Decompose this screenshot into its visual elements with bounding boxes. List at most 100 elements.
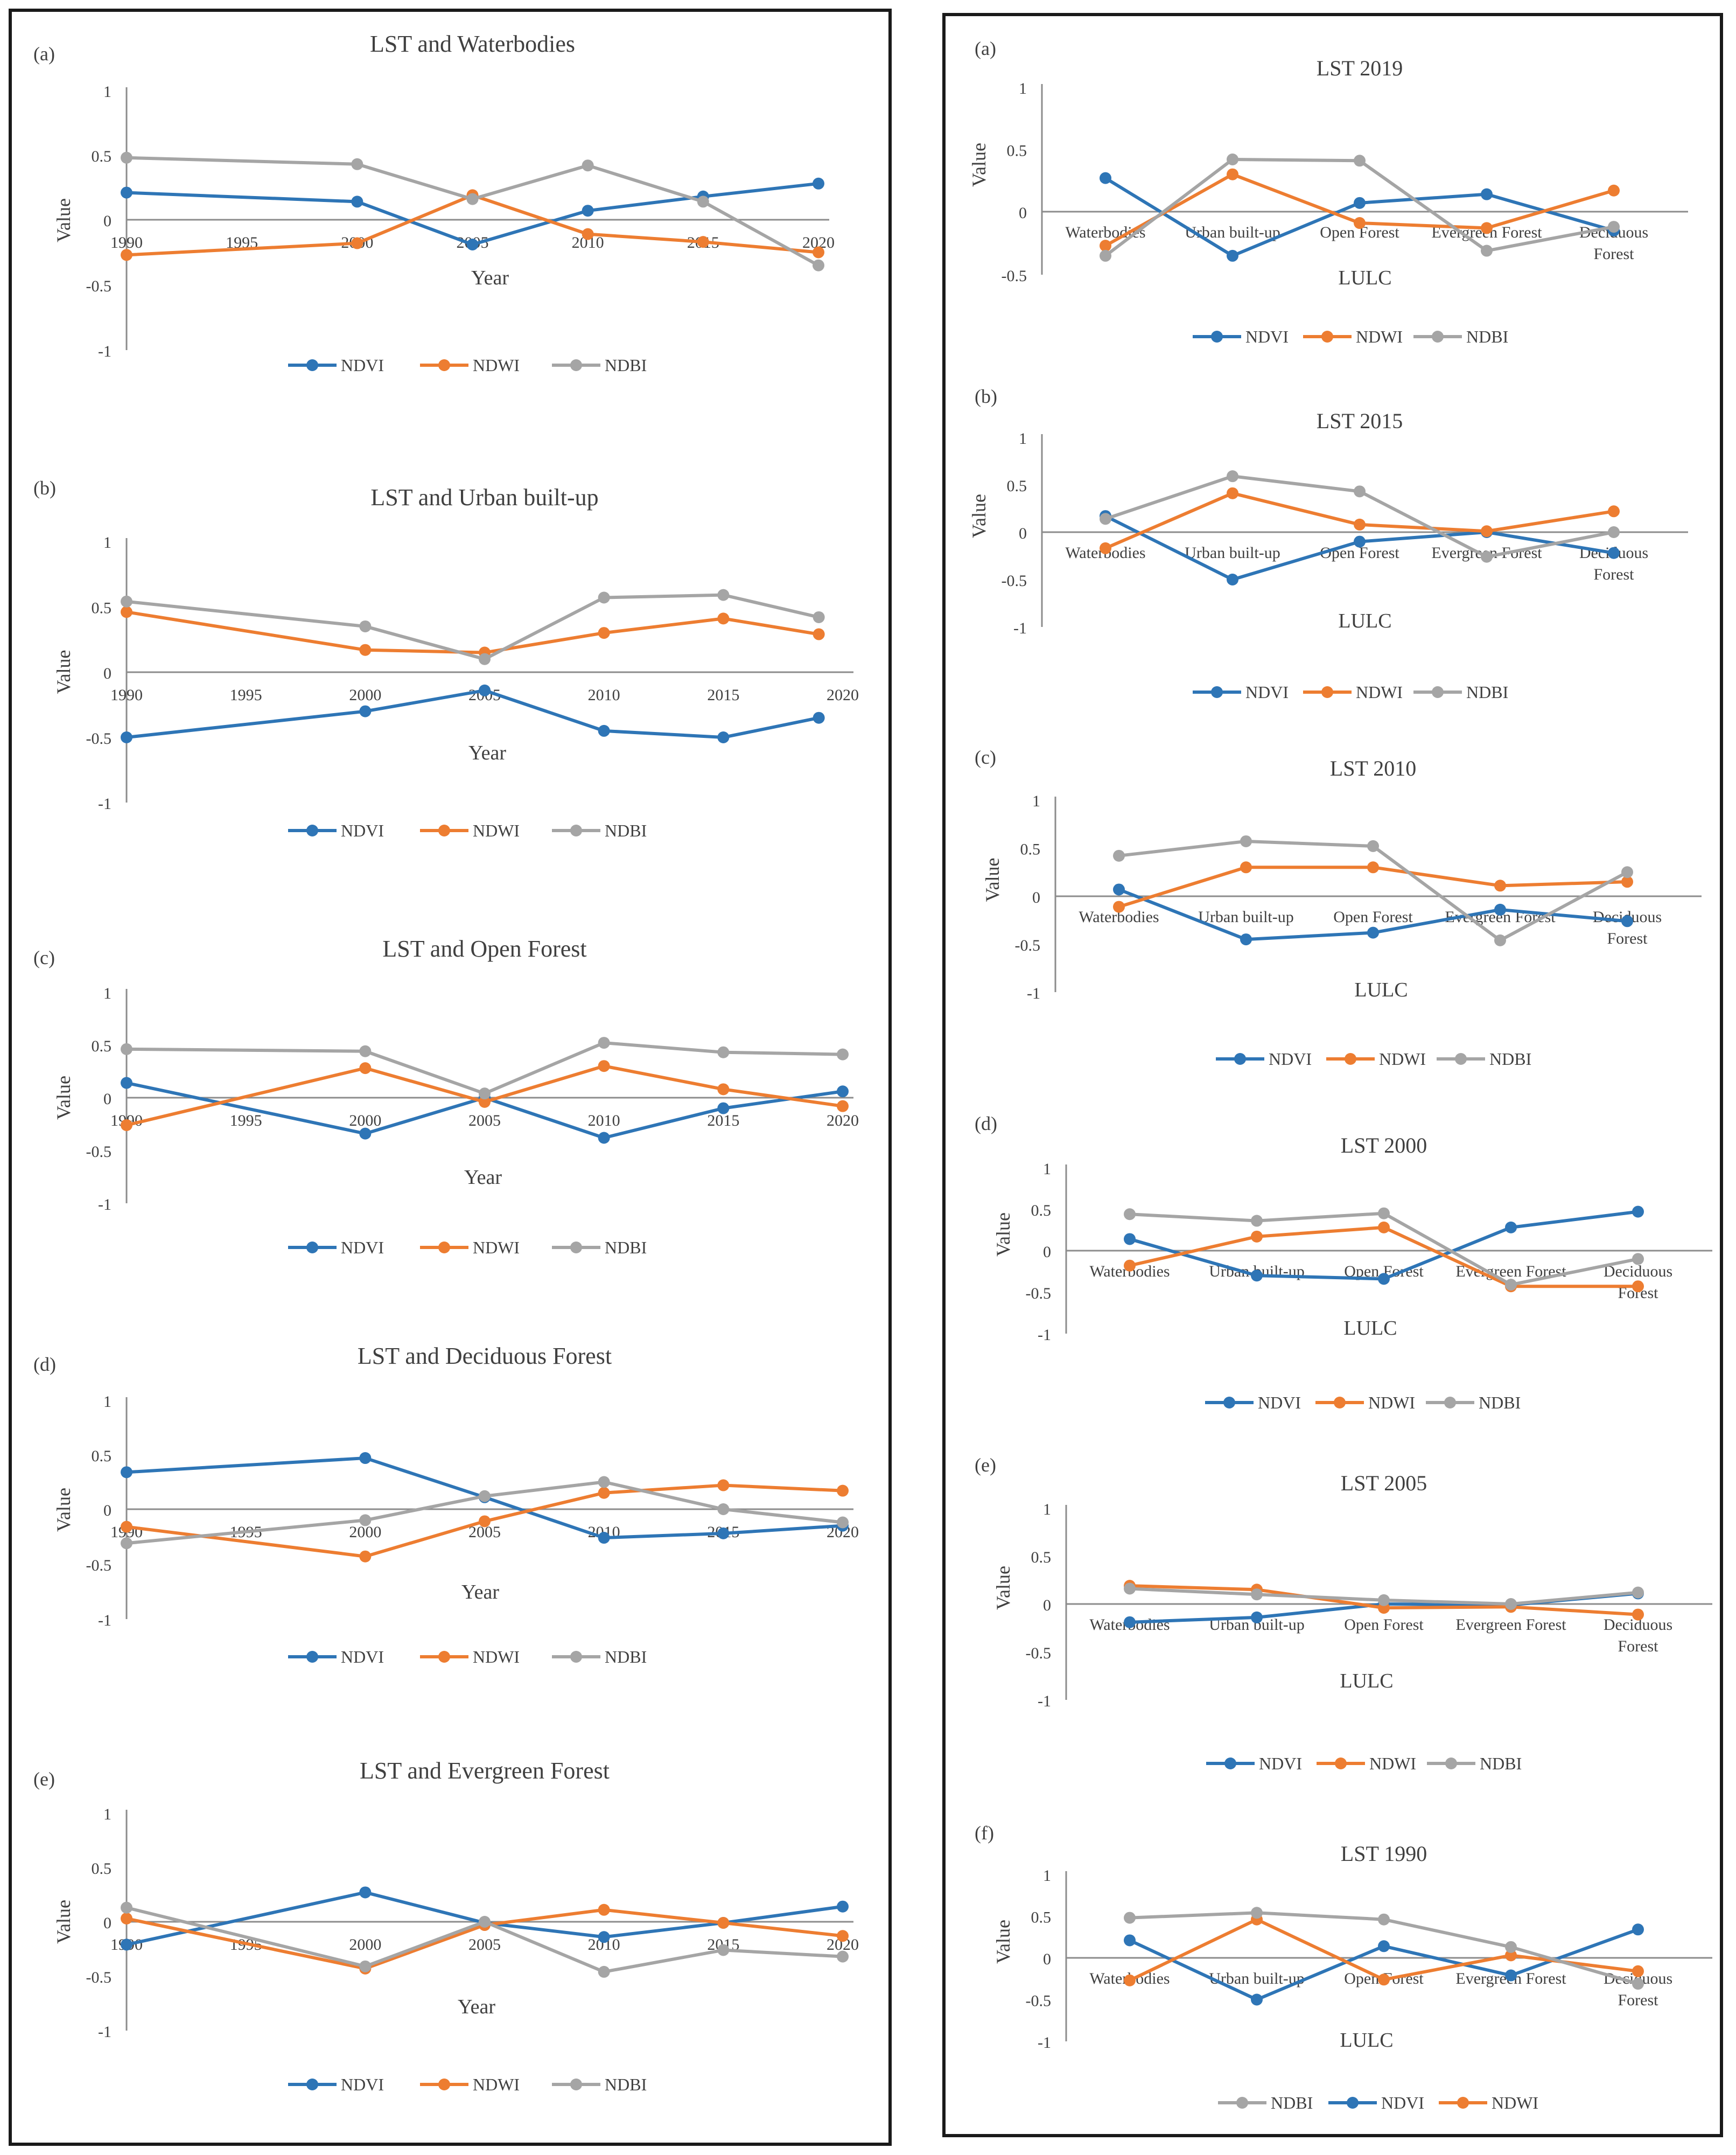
chart-title: LST 2010 (1330, 756, 1416, 780)
legend-label: NDBI (1466, 682, 1508, 702)
data-point-ndbi (1505, 1941, 1517, 1953)
y-tick-label: 1 (103, 1805, 111, 1823)
legend-item-ndbi: NDBI (552, 1238, 647, 1257)
data-point-ndbi (1227, 153, 1238, 165)
panel-label: (c) (33, 947, 55, 968)
data-point-ndbi (582, 159, 594, 172)
y-tick-label: 0.5 (1007, 142, 1027, 160)
legend-label: NDVI (1269, 1049, 1312, 1069)
data-point-ndbi (1494, 934, 1506, 946)
y-tick-label: -0.5 (1026, 1285, 1052, 1302)
data-point-ndvi (1251, 1993, 1263, 2006)
x-tick-label: 2020 (827, 686, 859, 704)
y-tick-label: 0 (103, 1502, 111, 1519)
series-line-ndbi (126, 1041, 843, 1096)
legend-label: NDWI (1369, 1754, 1416, 1773)
legend-swatch-marker (1347, 2097, 1359, 2109)
legend-label: NDVI (341, 1238, 384, 1257)
series-line-ndwi (126, 610, 820, 654)
x-tick-label: Urban built-up (1198, 908, 1293, 926)
legend-swatch-marker (1444, 1397, 1456, 1408)
data-point-ndvi (813, 712, 825, 724)
chart-2: (b) LST and Urban built-up 1 0.5 0 -0.5 -1 Valu… (33, 477, 859, 840)
legend-label: NDWI (1492, 2093, 1538, 2112)
y-tick-label: 0 (103, 1090, 111, 1108)
y-axis-title: Value (992, 1566, 1014, 1610)
x-axis-title: LULC (1340, 2029, 1393, 2052)
legend-swatch-marker (438, 825, 450, 836)
legend-item-ndbi: NDBI (1218, 2093, 1313, 2112)
data-point-ndbi (1354, 485, 1366, 498)
legend-swatch-marker (1236, 2097, 1248, 2109)
legend-label: NDWI (473, 1238, 520, 1257)
data-point-ndwi (598, 627, 610, 639)
y-tick-label: -0.5 (86, 277, 112, 295)
legend-label: NDBI (1271, 2093, 1313, 2112)
legend-item-ndwi: NDWI (1439, 2093, 1538, 2112)
y-tick-label: -0.5 (86, 730, 112, 748)
data-point-ndvi (1378, 1273, 1390, 1285)
data-point-ndvi (121, 731, 132, 743)
data-point-ndvi (1124, 1233, 1136, 1245)
y-tick-label: 0.5 (1031, 1909, 1052, 1927)
x-tick-label: Forest (1618, 1637, 1659, 1655)
x-axis-title: Year (464, 1166, 502, 1189)
data-point-ndwi (598, 1487, 610, 1499)
data-point-ndwi (1632, 1280, 1644, 1293)
y-tick-label: 0 (1019, 204, 1027, 222)
data-point-ndwi (1100, 240, 1111, 252)
y-tick-label: 0.5 (92, 1037, 112, 1055)
legend-swatch-marker (570, 359, 582, 371)
legend-item-ndwi: NDWI (1317, 1754, 1416, 1773)
data-point-ndbi (121, 1901, 132, 1914)
legend-swatch-marker (306, 825, 318, 836)
y-axis-title: Value (53, 1076, 74, 1120)
legend-item-ndbi: NDBI (1437, 1049, 1531, 1069)
panel-label: (a) (33, 43, 55, 65)
legend-item-ndwi: NDWI (1326, 1049, 1426, 1069)
legend-label: NDVI (1259, 1754, 1302, 1773)
data-point-ndvi (121, 1466, 132, 1478)
data-point-ndbi (1505, 1598, 1517, 1610)
x-tick-label: Urban built-up (1185, 544, 1280, 562)
chart-title: LST and Deciduous Forest (358, 1343, 612, 1369)
y-tick-label: -1 (1038, 2034, 1051, 2052)
data-point-ndbi (717, 1944, 730, 1956)
legend-label: NDBI (1479, 1393, 1521, 1412)
data-point-ndvi (359, 1127, 372, 1140)
data-point-ndvi (717, 731, 730, 743)
x-tick-label: Forest (1618, 1991, 1659, 2009)
y-tick-label: -1 (98, 1612, 111, 1629)
chart-9: (d)LST 200010.50-0.5-1ValueWaterbodiesUr… (975, 1113, 1712, 1412)
series-line-ndvi (126, 688, 820, 739)
data-point-ndbi (717, 1503, 730, 1515)
data-point-ndwi (359, 644, 372, 656)
data-point-ndbi (598, 591, 610, 604)
legend-item-ndvi: NDVI (1193, 682, 1289, 702)
y-tick-label: 1 (103, 83, 111, 101)
y-tick-label: 0 (1032, 889, 1040, 906)
data-point-ndwi (1608, 505, 1620, 518)
data-point-ndwi (1227, 487, 1238, 499)
x-tick-label: Open Forest (1344, 1616, 1424, 1634)
legend-swatch-marker (1335, 1758, 1347, 1769)
legend-label: NDVI (1245, 327, 1289, 346)
legend-item-ndvi: NDVI (1216, 1049, 1312, 1069)
data-point-ndwi (1505, 1949, 1517, 1962)
data-point-ndwi (1378, 1221, 1390, 1233)
legend-label: NDVI (341, 1647, 384, 1666)
data-point-ndvi (1621, 915, 1633, 927)
series-line-ndwi (126, 1064, 843, 1127)
data-point-ndbi (1124, 1912, 1136, 1924)
data-point-ndbi (697, 196, 709, 208)
data-point-ndbi (1608, 221, 1620, 233)
data-point-ndwi (1481, 222, 1493, 234)
y-tick-label: 1 (1032, 792, 1040, 810)
data-point-ndwi (1608, 184, 1620, 197)
data-point-ndvi (813, 177, 824, 190)
series-line-ndvi (126, 1081, 843, 1140)
data-point-ndwi (1251, 1230, 1263, 1243)
legend-item-ndbi: NDBI (1413, 682, 1508, 702)
data-point-ndbi (598, 1037, 610, 1049)
legend-swatch-marker (570, 825, 582, 836)
